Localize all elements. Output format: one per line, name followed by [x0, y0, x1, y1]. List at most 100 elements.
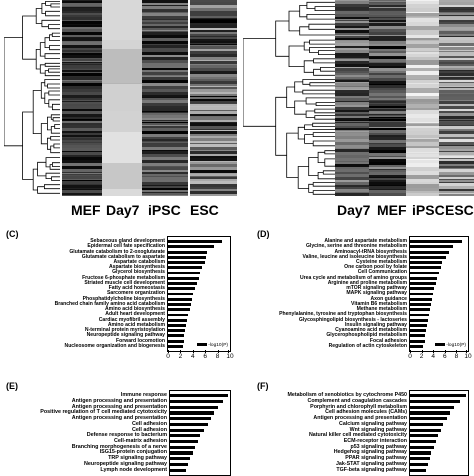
heatmap-stripe — [369, 112, 406, 113]
heatmap-stripe — [62, 175, 102, 176]
heatmap-column — [102, 0, 142, 196]
heatmap-stripe — [369, 167, 406, 169]
heatmap-stripe — [439, 100, 474, 101]
bar-category-label: Regulation of actin cytoskeleton — [328, 342, 407, 349]
heatmap-stripe — [62, 152, 102, 155]
heatmap-stripe — [439, 111, 474, 113]
bar — [168, 313, 189, 317]
heatmap-stripe — [142, 144, 188, 147]
heatmap-stripe — [439, 58, 474, 60]
bar-category-label: Wnt signaling pathway — [349, 426, 407, 433]
heatmap-stripe — [62, 142, 102, 143]
heatmap-stripe — [369, 56, 406, 57]
heatmap-stripe — [335, 10, 369, 11]
heatmap-stripe — [439, 56, 474, 57]
heatmap-stripe — [142, 108, 188, 111]
heatmap-stripe — [439, 173, 474, 175]
bar-row: ISG15-protein conjugation — [100, 450, 230, 456]
heatmap-stripe — [142, 142, 188, 143]
heatmap-stripe — [335, 11, 369, 14]
heatmap-stripe — [335, 89, 369, 90]
bar-row: Aspartate biosynthesis — [109, 265, 230, 270]
heatmap-stripe — [369, 108, 406, 109]
heatmap-stripe — [406, 153, 439, 154]
bar-row: One carbon pool by folate — [344, 265, 468, 270]
heatmap-stripe — [190, 23, 237, 25]
heatmap-stripe — [369, 7, 406, 8]
heatmap-stripe — [62, 55, 102, 58]
heatmap-stripe — [62, 131, 102, 133]
heatmap-stripe — [62, 138, 102, 140]
heatmap-stripe — [190, 54, 237, 57]
bar — [168, 245, 214, 249]
heatmap-stripe — [62, 169, 102, 172]
heatmap-stripe — [369, 23, 406, 26]
heatmap-stripe — [335, 169, 369, 172]
bar-category-label: Antigen processing and presentation — [71, 415, 167, 422]
heatmap-stripe — [190, 104, 237, 106]
bar — [410, 287, 435, 291]
bar-category-label: Antigen processing and presentation — [313, 415, 407, 422]
bar-row: Glycerophospholipid metabolism — [326, 333, 468, 338]
dendrogram-branches — [4, 0, 60, 194]
heatmap-stripe — [142, 167, 188, 170]
heatmap-stripe — [335, 73, 369, 75]
heatmap-stripe — [406, 110, 439, 114]
heatmap-stripe — [369, 147, 406, 150]
bar-category-label: N-terminal protein myristoylation — [84, 327, 165, 334]
heatmap-stripe — [62, 45, 102, 48]
heatmap-stripe — [190, 77, 237, 79]
heatmap-left-col-1: MEF — [71, 202, 101, 218]
heatmap-stripe — [142, 26, 188, 28]
heatmap-stripe — [369, 20, 406, 22]
heatmap-stripe — [439, 194, 474, 195]
heatmap-stripe — [142, 70, 188, 72]
heatmap-stripe — [62, 92, 102, 95]
heatmap-stripe — [439, 152, 474, 155]
heatmap-stripe — [142, 123, 188, 125]
heatmap-stripe — [439, 94, 474, 96]
heatmap-stripe — [190, 64, 237, 65]
bar — [410, 334, 426, 338]
heatmap-stripe — [369, 103, 406, 104]
bar-category-label: Hedgehog signaling pathway — [333, 449, 407, 456]
heatmap-stripe — [190, 11, 237, 13]
heatmap-stripe — [439, 24, 474, 27]
heatmap-stripe — [335, 19, 369, 20]
heatmap-stripe — [190, 126, 237, 129]
heatmap-stripe — [369, 189, 406, 190]
bar-row: Cysteine metabolism — [356, 259, 468, 265]
heatmap-stripe — [62, 13, 102, 15]
heatmap-stripe — [335, 93, 369, 96]
heatmap-stripe — [406, 114, 439, 118]
heatmap-stripe — [439, 57, 474, 58]
heatmap-stripe — [62, 37, 102, 38]
x-tick-label: 10 — [464, 353, 472, 360]
heatmap-stripe — [439, 88, 474, 90]
heatmap-stripe — [369, 26, 406, 29]
heatmap-stripe — [406, 91, 439, 93]
bar-category-label: Glutamate catabolism to aspartate — [81, 253, 165, 260]
heatmap-stripe — [142, 177, 188, 180]
heatmap-stripe — [335, 30, 369, 33]
heatmap-stripe — [406, 108, 439, 110]
heatmap-stripe — [62, 72, 102, 73]
heatmap-stripe — [369, 57, 406, 59]
heatmap-stripe — [190, 194, 237, 196]
heatmap-stripe — [369, 90, 406, 93]
bar — [168, 339, 184, 343]
heatmap-stripe — [369, 111, 406, 112]
bar-category-label: Methane metabolism — [356, 306, 407, 313]
heatmap-stripe — [439, 54, 474, 56]
x-tick-label: 8 — [454, 353, 459, 360]
heatmap-stripe — [439, 101, 474, 104]
bar-row: Adult heart development — [105, 312, 230, 317]
x-tick-mark — [192, 350, 194, 353]
heatmap-stripe — [369, 29, 406, 32]
heatmap-stripe — [439, 15, 474, 16]
heatmap-stripe — [406, 68, 439, 71]
bar-row: Arginine and proline metabolism — [328, 280, 468, 286]
heatmap-stripe — [142, 22, 188, 24]
heatmap-stripe — [369, 109, 406, 111]
bar — [168, 240, 222, 244]
